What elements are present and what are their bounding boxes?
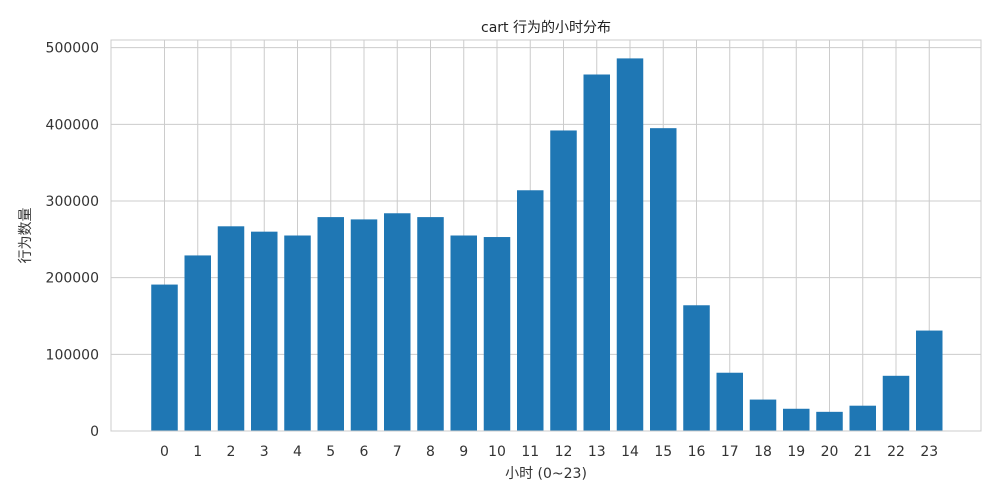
bar-hour-17 — [716, 372, 743, 431]
bar-hour-19 — [783, 408, 810, 431]
bar-hour-9 — [450, 235, 477, 431]
bar-hour-14 — [616, 58, 644, 432]
y-tick-label: 300000 — [46, 194, 99, 210]
x-tick-label: 3 — [260, 444, 269, 460]
x-tick-labels: 0 1 2 3 4 5 6 7 8 9 10 11 12 13 14 15 16 17 18 19 20 21 22 23 — [160, 444, 938, 460]
bar-hour-10 — [483, 237, 511, 431]
x-tick-label: 22 — [887, 444, 905, 460]
x-tick-label: 15 — [654, 444, 672, 460]
bar-hour-22 — [882, 375, 910, 431]
x-tick-label: 21 — [854, 444, 872, 460]
y-tick-labels: 0 100000 200000 300000 400000 500000 — [46, 41, 99, 440]
chart-title: cart 行为的小时分布 — [481, 20, 611, 36]
y-tick-label: 100000 — [46, 347, 99, 363]
x-tick-label: 23 — [920, 444, 938, 460]
y-tick-label: 500000 — [46, 41, 99, 57]
plot-frame — [110, 39, 982, 432]
x-axis-label: 小时 (0~23) — [505, 466, 587, 482]
y-tick-label: 0 — [90, 424, 99, 440]
x-tick-label: 20 — [821, 444, 839, 460]
x-tick-label: 2 — [227, 444, 236, 460]
x-tick-label: 10 — [488, 444, 506, 460]
x-tick-label: 6 — [360, 444, 369, 460]
bar-hour-13 — [583, 74, 610, 431]
bar-hour-5 — [317, 217, 344, 431]
bar-hour-11 — [517, 190, 544, 431]
y-tick-label: 400000 — [46, 117, 99, 133]
bar-hour-12 — [550, 130, 577, 431]
bar-hour-18 — [749, 399, 777, 431]
x-tick-label: 13 — [588, 444, 606, 460]
bar-hour-16 — [683, 305, 710, 431]
x-tick-label: 19 — [787, 444, 805, 460]
y-tick-label: 200000 — [46, 271, 99, 287]
x-tick-label: 14 — [621, 444, 639, 460]
bar-hour-0 — [151, 284, 178, 431]
bar-hour-21 — [849, 405, 876, 431]
bar-hour-15 — [650, 128, 677, 431]
x-tick-label: 11 — [521, 444, 539, 460]
bar-hour-2 — [217, 226, 245, 431]
x-tick-label: 18 — [754, 444, 772, 460]
bar-hour-7 — [384, 213, 411, 431]
bar-hour-20 — [816, 411, 843, 431]
x-tick-label: 17 — [721, 444, 739, 460]
y-axis-label: 行为数量 — [18, 208, 34, 264]
bar-hour-8 — [417, 217, 444, 431]
x-tick-label: 7 — [393, 444, 402, 460]
bars — [151, 58, 943, 432]
x-tick-label: 4 — [293, 444, 302, 460]
bar-hour-3 — [251, 231, 278, 431]
bar-hour-4 — [284, 235, 311, 431]
x-tick-label: 8 — [426, 444, 435, 460]
x-tick-label: 0 — [160, 444, 169, 460]
bar-hour-1 — [184, 255, 211, 431]
bar-hour-23 — [916, 330, 943, 431]
bar-hour-6 — [350, 219, 378, 431]
x-tick-label: 5 — [326, 444, 335, 460]
x-tick-label: 12 — [555, 444, 573, 460]
x-tick-label: 16 — [688, 444, 706, 460]
x-tick-label: 9 — [459, 444, 468, 460]
x-tick-label: 1 — [193, 444, 202, 460]
